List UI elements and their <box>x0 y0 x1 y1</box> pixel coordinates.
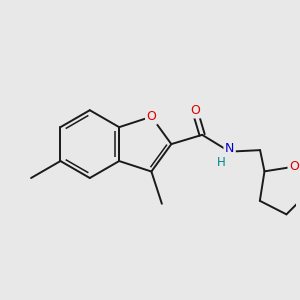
Text: O: O <box>289 160 299 173</box>
Text: O: O <box>146 110 156 123</box>
Text: N: N <box>225 142 234 155</box>
Text: O: O <box>190 104 200 117</box>
Text: H: H <box>217 156 226 170</box>
